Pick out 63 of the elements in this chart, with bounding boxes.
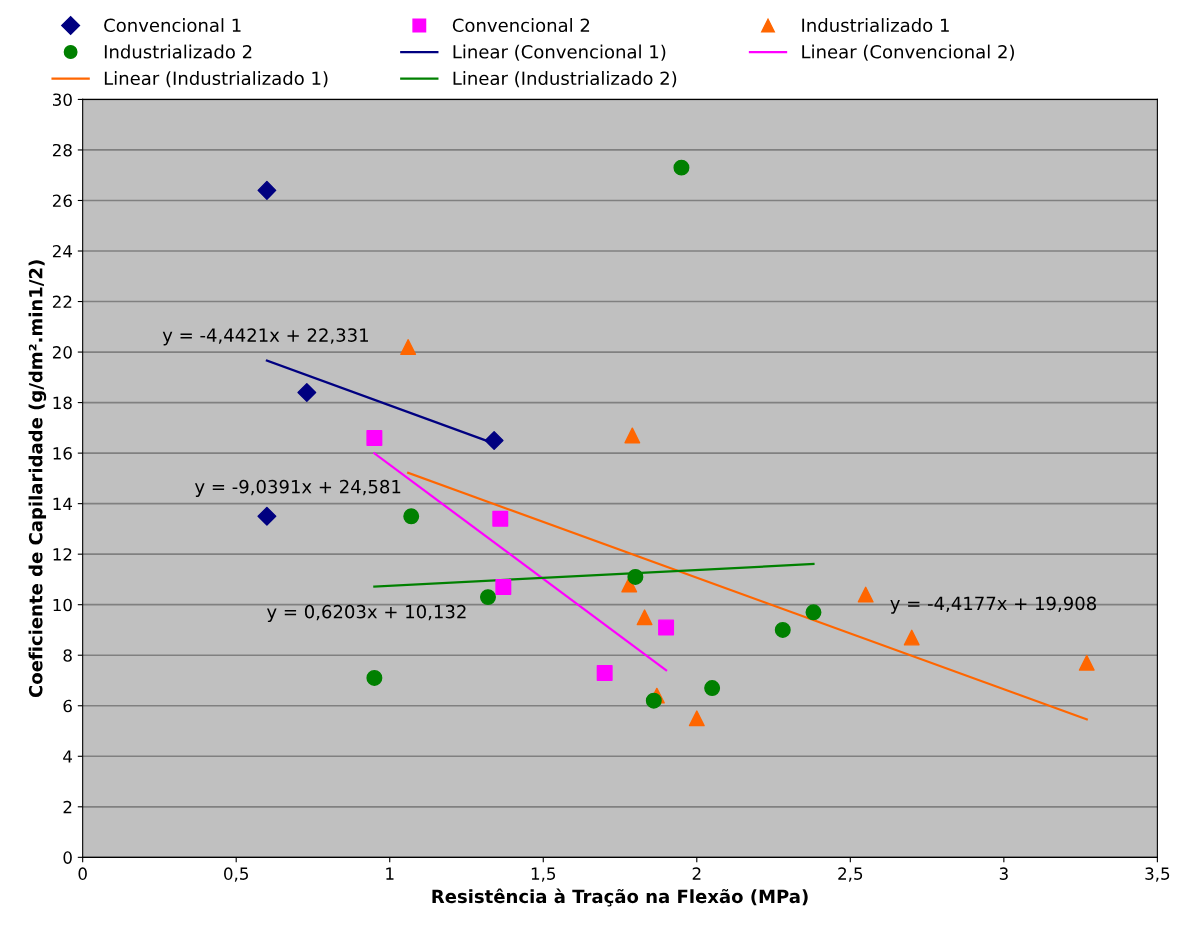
point (704, 680, 721, 697)
x-tick-label: 2 (692, 867, 701, 880)
legend-label: Convencional 2 (452, 18, 590, 33)
x-tick-label: 3 (999, 867, 1008, 880)
y-tick-label: 18 (53, 396, 72, 410)
point (645, 692, 662, 709)
point (688, 710, 705, 727)
y-tick-label: 12 (53, 548, 72, 561)
annotation: y = -4,4177x + 19,908 (890, 596, 1096, 614)
legend-label: Industrializado 2 (104, 44, 252, 59)
point (658, 619, 675, 636)
x-tick-label: 1,5 (531, 867, 556, 882)
y-tick-label: 8 (63, 649, 72, 662)
x-axis-title: Resistência à Tração na Flexão (MPa) (432, 888, 808, 907)
y-tick-label: 22 (52, 295, 72, 308)
point (366, 669, 383, 686)
annotation: y = -4,4421x + 22,331 (162, 328, 368, 346)
x-tick-label: 1 (386, 867, 394, 880)
point (484, 431, 504, 450)
legend-label: Convencional 1 (104, 18, 241, 33)
y-tick-label: 28 (52, 143, 72, 157)
legend-label: Linear (Industrializado 1) (104, 71, 328, 88)
point (492, 510, 509, 527)
point (624, 427, 641, 444)
point (366, 429, 383, 446)
legend-label: Industrializado 1 (802, 18, 949, 33)
point (857, 586, 874, 603)
x-tick-label: 2,5 (838, 867, 863, 882)
point (495, 579, 512, 595)
point (903, 629, 920, 646)
point (257, 180, 277, 200)
annotation: y = 0,6203x + 10,132 (266, 604, 466, 623)
y-tick-label: 14 (53, 497, 73, 510)
point (1078, 654, 1095, 671)
point (400, 339, 417, 355)
point (480, 589, 496, 606)
y-tick-label: 10 (53, 598, 72, 612)
x-tick-label: 0,5 (224, 867, 248, 882)
point (297, 383, 317, 402)
y-axis-title: Coeficiente de Capilaridade (g/dm².min1/2) (28, 260, 47, 698)
x-tick-label: 3,5 (1145, 867, 1170, 882)
point (805, 604, 822, 621)
y-tick-label: 4 (63, 750, 73, 763)
y-tick-label: 6 (63, 699, 72, 713)
point (596, 664, 613, 681)
y-tick-label: 0 (63, 851, 72, 864)
x-tick-label: 0 (78, 867, 87, 880)
point (403, 508, 420, 525)
y-tick-label: 2 (63, 800, 72, 814)
point (636, 609, 653, 626)
y-tick-label: 20 (52, 346, 72, 359)
y-tick-label: 16 (53, 447, 72, 460)
point (627, 568, 644, 585)
y-tick-label: 24 (52, 244, 73, 258)
legend-label: Linear (Industrializado 2) (453, 71, 677, 88)
y-tick-label: 26 (52, 194, 72, 208)
annotation: y = -9,0391x + 24,581 (194, 479, 401, 497)
point (673, 159, 690, 176)
legend-label: Linear (Convencional 2) (802, 44, 1014, 61)
point (774, 621, 791, 638)
y-tick-label: 30 (53, 93, 72, 106)
legend-label: Linear (Convencional 1) (453, 44, 666, 61)
point (257, 506, 277, 526)
